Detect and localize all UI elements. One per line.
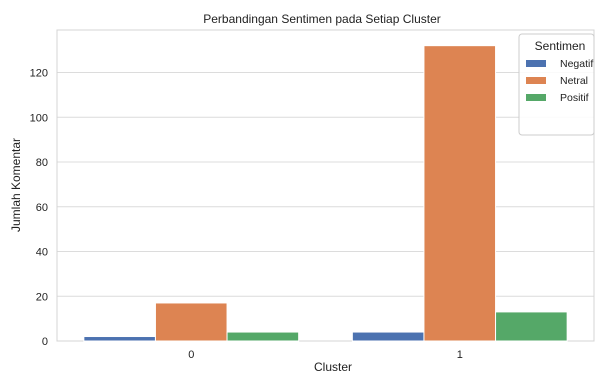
legend-label: Netral (560, 75, 588, 87)
bar-negatif-cluster-0 (83, 336, 156, 342)
legend-label: Negatif (560, 58, 593, 70)
y-tick-label: 80 (36, 157, 48, 169)
bar-negatif-cluster-1 (351, 331, 425, 342)
gridlines (57, 72, 594, 342)
y-tick-label: 40 (36, 247, 48, 259)
bar-netral-cluster-0 (154, 302, 228, 342)
y-tick-label: 0 (42, 336, 48, 348)
legend-swatch (526, 94, 546, 101)
y-axis-label: Jumlah Komentar (9, 138, 23, 232)
plot-area-frame (56, 29, 595, 342)
bars (83, 45, 568, 342)
x-tick-label: 0 (188, 349, 194, 361)
y-tick-label: 120 (30, 68, 48, 80)
y-axis-tick-labels: 0 20 40 60 80 100 120 (30, 68, 48, 348)
x-axis-label: Cluster (314, 360, 352, 374)
legend: Sentimen Negatif Netral Positif (518, 33, 595, 136)
legend-box (518, 33, 595, 136)
y-tick-label: 100 (30, 112, 48, 124)
legend-title: Sentimen (535, 39, 586, 53)
chart-title: Perbandingan Sentimen pada Setiap Cluste… (203, 12, 441, 26)
legend-items: Negatif Netral Positif (526, 58, 593, 104)
x-tick-label: 1 (457, 349, 463, 361)
legend-label: Positif (560, 92, 589, 104)
legend-swatch (526, 60, 546, 67)
legend-swatch (526, 77, 546, 84)
y-tick-label: 60 (36, 202, 48, 214)
bar-positif-cluster-0 (226, 331, 300, 342)
bar-positif-cluster-1 (495, 311, 568, 342)
y-tick-label: 20 (36, 291, 48, 303)
bar-netral-cluster-1 (423, 45, 497, 342)
